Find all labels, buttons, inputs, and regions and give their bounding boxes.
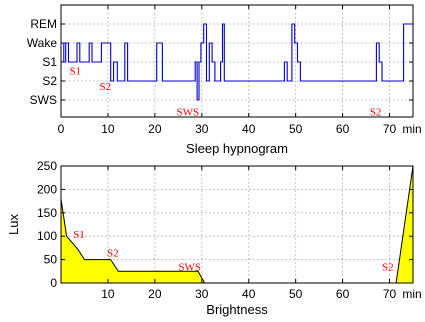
plot-frame	[60, 165, 414, 284]
hypnogram-line	[61, 23, 413, 101]
y-tick-label: 200	[37, 182, 57, 196]
x-tick-label: 30	[195, 122, 209, 136]
x-tick-label: 20	[148, 287, 162, 301]
stage-annotation: S1	[69, 66, 81, 78]
x-tick-label: 70	[383, 287, 397, 301]
x-axis-title: Brightness	[206, 302, 268, 317]
hypnogram-chart: 0 10 20 30 40 50 60 70 min SWS S2 S1 Wake REM S1 S2 SWS S…	[27, 4, 422, 156]
stage-annotation: S2	[370, 106, 382, 118]
y-tick-label: 100	[37, 229, 57, 243]
y-axis-title: Lux	[6, 214, 21, 235]
y-tick-label: 250	[37, 159, 57, 173]
x-unit-label: min	[402, 122, 421, 136]
stage-annotation: S1	[73, 229, 85, 241]
stage-annotation: S2	[99, 81, 111, 93]
brightness-area	[61, 166, 413, 283]
x-tick-label: 70	[383, 122, 397, 136]
x-unit-label: min	[402, 287, 421, 301]
x-tick-label: 20	[148, 122, 162, 136]
y-tick-label: Wake	[27, 36, 58, 50]
brightness-chart: 10 20 30 40 50 60 70 min 0 50 100 150 200 250 S1 S2 SWS S…	[6, 159, 422, 317]
x-tick-label: 30	[195, 287, 209, 301]
plot-frame	[60, 4, 414, 118]
x-tick-label: 10	[101, 122, 115, 136]
stage-annotation: S2	[107, 248, 119, 260]
y-tick-label: S1	[42, 55, 57, 69]
stage-annotation: S2	[382, 262, 394, 274]
y-tick-label: SWS	[30, 93, 57, 107]
x-axis-title: Sleep hypnogram	[186, 141, 288, 156]
x-tick-label: 60	[336, 287, 350, 301]
x-tick-label: 50	[289, 287, 303, 301]
y-tick-label: 0	[50, 276, 57, 290]
x-tick-label: 50	[289, 122, 303, 136]
x-tick-label: 40	[242, 122, 256, 136]
x-tick-label: 60	[336, 122, 350, 136]
x-tick-label: 10	[101, 287, 115, 301]
x-tick-label: 40	[242, 287, 256, 301]
y-tick-label: 50	[44, 253, 58, 267]
y-tick-label: S2	[42, 74, 57, 88]
stage-annotation: SWS	[176, 106, 199, 118]
x-tick-label: 0	[58, 122, 65, 136]
stage-annotation: SWS	[178, 262, 201, 274]
y-tick-label: 150	[37, 206, 57, 220]
y-tick-label: REM	[30, 17, 57, 31]
